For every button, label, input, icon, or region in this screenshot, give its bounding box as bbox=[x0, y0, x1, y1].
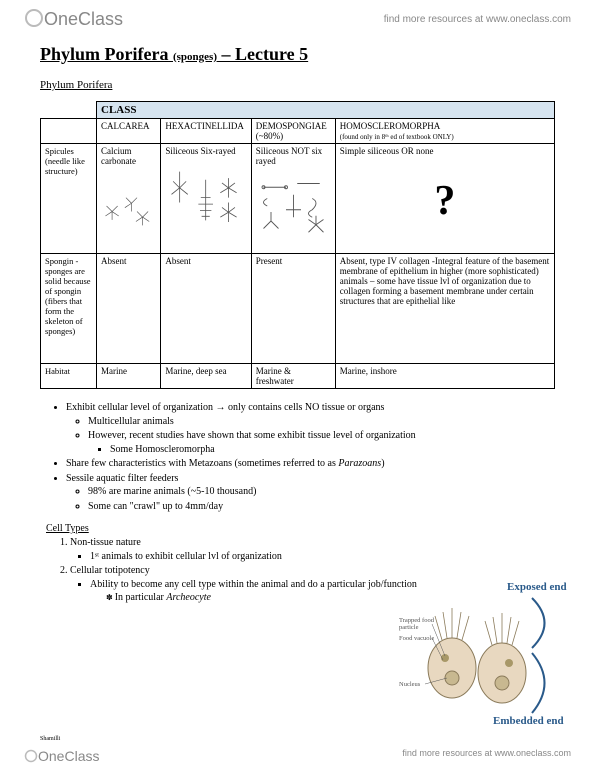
text: Non-tissue nature bbox=[70, 537, 141, 548]
cell-spongin-calcarea: Absent bbox=[97, 254, 161, 364]
col-demo: DEMOSPONGIAE (~80%) bbox=[251, 119, 335, 144]
cell-spongin-hexa: Absent bbox=[161, 254, 251, 364]
title-main: Phylum Porifera bbox=[40, 44, 168, 64]
cell-spongin-homo: Absent, type IV collagen -Integral featu… bbox=[335, 254, 554, 364]
class-table: CLASS CALCAREA HEXACTINELLIDA DEMOSPONGI… bbox=[40, 101, 555, 389]
cell-spongin-demo: Present bbox=[251, 254, 335, 364]
diagram-label-vacuole: Food vacuole bbox=[399, 635, 434, 642]
text: Sessile aquatic filter feeders bbox=[66, 473, 178, 484]
text: Cellular totipotency bbox=[70, 565, 150, 576]
list-item: Sessile aquatic filter feeders 98% are m… bbox=[66, 472, 555, 514]
list-item: Exhibit cellular level of organization →… bbox=[66, 401, 555, 456]
list-item: Some Homoscleromorpha bbox=[110, 443, 555, 457]
bracket-exposed bbox=[532, 598, 545, 648]
list-item: Share few characteristics with Metazoans… bbox=[66, 457, 555, 471]
list-item: 98% are marine animals (~5-10 thousand) bbox=[88, 485, 555, 499]
footer-logo: OneClass bbox=[24, 748, 99, 764]
diagram-label-nucleus: Nucleus bbox=[399, 681, 421, 688]
list-item: Multicellular animals bbox=[88, 415, 555, 429]
cell-spicules-homo: Simple siliceous OR none ? bbox=[335, 144, 554, 254]
notes-list: Exhibit cellular level of organization →… bbox=[66, 401, 555, 513]
logo-icon bbox=[24, 749, 38, 763]
cell-shape-left bbox=[428, 608, 476, 698]
footer-logo-one: One bbox=[38, 748, 64, 764]
blank-cell bbox=[41, 102, 97, 119]
page-header: OneClass find more resources at www.onec… bbox=[0, 0, 595, 34]
cell-shape-right bbox=[478, 613, 526, 703]
text: In particular bbox=[115, 592, 167, 603]
column-head-row: CALCAREA HEXACTINELLIDA DEMOSPONGIAE (~8… bbox=[41, 119, 555, 144]
text: Ability to become any cell type within t… bbox=[90, 579, 417, 590]
footer-find-more[interactable]: find more resources at www.oneclass.com bbox=[402, 748, 571, 764]
text: Share few characteristics with Metazoans… bbox=[66, 458, 338, 469]
cell-habitat-demo: Marine & freshwater bbox=[251, 364, 335, 389]
row-label-spongin: Spongin -sponges are solid because of sp… bbox=[41, 254, 97, 364]
blank-cell bbox=[41, 119, 97, 144]
row-habitat: Habitat Marine Marine, deep sea Marine &… bbox=[41, 364, 555, 389]
text-italic: Archeocyte bbox=[166, 592, 211, 603]
diagram-label-exposed: Exposed end bbox=[507, 581, 567, 593]
logo-text-class: Class bbox=[78, 9, 123, 29]
cell-habitat-homo: Marine, inshore bbox=[335, 364, 554, 389]
col-homo-note: (found only in 8ᵗʰ ed of textbook ONLY) bbox=[340, 133, 454, 141]
text: Siliceous Six-rayed bbox=[165, 146, 246, 156]
cell-spicules-demo: Siliceous NOT six rayed bbox=[251, 144, 335, 254]
row-label-spicules: Spicules (needle like structure) bbox=[41, 144, 97, 254]
footer-logo-class: Class bbox=[64, 748, 99, 764]
text: Simple siliceous OR none bbox=[340, 146, 550, 156]
row-spicules: Spicules (needle like structure) Calcium… bbox=[41, 144, 555, 254]
cell-habitat-hexa: Marine, deep sea bbox=[161, 364, 251, 389]
title-suffix: – Lecture 5 bbox=[217, 44, 308, 64]
row-label-habitat: Habitat bbox=[41, 364, 97, 389]
class-header: CLASS bbox=[97, 102, 555, 119]
text: Siliceous NOT six rayed bbox=[256, 146, 331, 166]
author-credit: Shamilli bbox=[40, 736, 60, 742]
table-header-row: CLASS bbox=[41, 102, 555, 119]
page-title: Phylum Porifera (sponges) – Lecture 5 bbox=[40, 44, 555, 65]
page-body: Phylum Porifera (sponges) – Lecture 5 Ph… bbox=[0, 34, 595, 605]
text-italic: Parazoans bbox=[338, 458, 381, 469]
spicule-icon-calcarea bbox=[101, 166, 156, 246]
list-item: Non-tissue nature 1ˢᵗ animals to exhibit… bbox=[70, 536, 555, 563]
logo-icon bbox=[24, 8, 44, 28]
col-homo-name: HOMOSCLEROMORPHA bbox=[340, 121, 441, 131]
cell-spicules-hexa: Siliceous Six-rayed bbox=[161, 144, 251, 254]
col-homo: HOMOSCLEROMORPHA (found only in 8ᵗʰ ed o… bbox=[335, 119, 554, 144]
cell-habitat-calcarea: Marine bbox=[97, 364, 161, 389]
page-footer: OneClass find more resources at www.onec… bbox=[0, 748, 595, 764]
text: Exhibit cellular level of organization →… bbox=[66, 402, 384, 413]
find-more-link[interactable]: find more resources at www.oneclass.com bbox=[384, 14, 571, 25]
col-hexa: HEXACTINELLIDA bbox=[161, 119, 251, 144]
col-calcarea: CALCAREA bbox=[97, 119, 161, 144]
diagram-label-embedded: Embedded end bbox=[493, 715, 564, 727]
cell-types-heading: Cell Types bbox=[46, 523, 555, 534]
list-item: However, recent studies have shown that … bbox=[88, 429, 555, 456]
bracket-embedded bbox=[532, 653, 545, 713]
spicule-icon-demo bbox=[256, 166, 331, 246]
subtitle: Phylum Porifera bbox=[40, 79, 555, 91]
list-item: 1ˢᵗ animals to exhibit cellular lvl of o… bbox=[90, 550, 555, 564]
logo: OneClass bbox=[24, 8, 123, 30]
diagram-label-trapped2: particle bbox=[399, 624, 419, 631]
text: Calcium carbonate bbox=[101, 146, 156, 166]
title-paren: (sponges) bbox=[173, 51, 217, 63]
diagram-label-trapped: Trapped food bbox=[399, 617, 435, 624]
logo-text-one: One bbox=[44, 9, 78, 29]
text: However, recent studies have shown that … bbox=[88, 430, 416, 441]
cell-spicules-calcarea: Calcium carbonate bbox=[97, 144, 161, 254]
cell-diagram: Exposed end Embedded end Trapped food pa… bbox=[397, 578, 567, 728]
spicule-icon-hexa bbox=[165, 156, 246, 236]
list-item: Some can "crawl" up to 4mm/day bbox=[88, 500, 555, 514]
text: ) bbox=[381, 458, 384, 469]
row-spongin: Spongin -sponges are solid because of sp… bbox=[41, 254, 555, 364]
question-mark-icon: ? bbox=[340, 156, 550, 246]
